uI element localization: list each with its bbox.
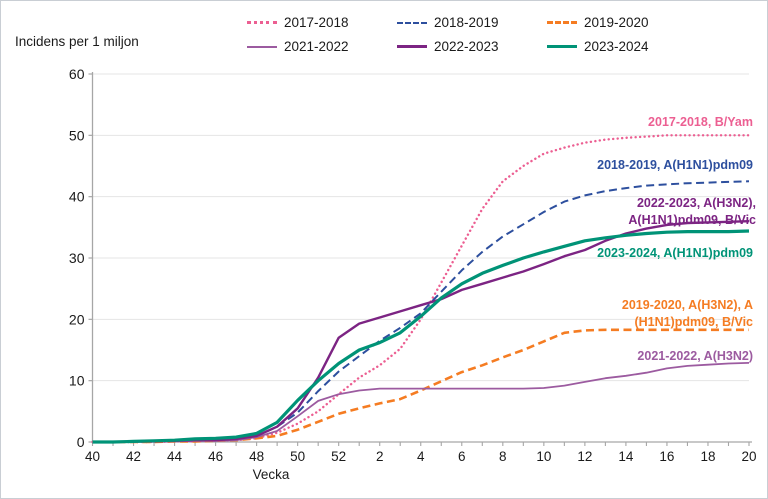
- x-tick-label-w42: 42: [126, 449, 141, 464]
- x-tick-label-w12: 12: [577, 449, 592, 464]
- y-tick-label-50: 50: [69, 127, 85, 143]
- legend-label: 2019-2020: [584, 15, 649, 30]
- series-line-2023-2024: [92, 229, 750, 444]
- legend-marker-solid-line: [397, 45, 427, 48]
- x-tick-label-w8: 8: [499, 449, 507, 464]
- legend-label: 2022-2023: [434, 39, 499, 54]
- x-tick-label-w46: 46: [208, 449, 223, 464]
- legend-item-2023-2024: 2023-2024: [547, 37, 697, 56]
- legend-label: 2021-2022: [284, 39, 349, 54]
- y-tick-label-40: 40: [69, 189, 85, 205]
- y-tick-label-60: 60: [69, 66, 85, 82]
- annotation-2017-2018: 2017-2018, B/Yam: [648, 115, 753, 129]
- legend-item-2022-2023: 2022-2023: [397, 37, 547, 56]
- y-tick-label-0: 0: [77, 434, 85, 450]
- annotation-2019-2020: 2019-2020, A(H3N2), A: [622, 298, 753, 312]
- x-tick-label-w48: 48: [249, 449, 264, 464]
- x-axis-title-text: Vecka: [252, 467, 290, 482]
- x-tick-label-w50: 50: [290, 449, 305, 464]
- x-tick-label-w20: 20: [741, 449, 756, 464]
- y-tick-label-30: 30: [69, 250, 85, 266]
- legend-marker-dashed-line: [547, 21, 577, 24]
- annotation-2021-2022: 2021-2022, A(H3N2): [637, 349, 753, 363]
- x-tick-label-w18: 18: [700, 449, 715, 464]
- x-tick-label-w2: 2: [376, 449, 384, 464]
- x-axis-title: Vecka: [1, 467, 767, 482]
- legend-item-2017-2018: 2017-2018: [247, 13, 397, 32]
- series-line-2021-2022: [92, 362, 750, 443]
- legend-marker-dotted-line: [247, 21, 277, 24]
- x-tick-label-w40: 40: [85, 449, 100, 464]
- legend-marker-solid-line: [247, 45, 277, 48]
- y-tick-label-20: 20: [69, 311, 85, 327]
- series-line-2017-2018: [91, 134, 751, 444]
- legend-item-2019-2020: 2019-2020: [547, 13, 697, 32]
- annotation-2019-2020: (H1N1)pdm09, B/Vic: [634, 315, 753, 329]
- annotation-2022-2023: 2022-2023, A(H3N2),: [637, 196, 756, 210]
- series-line-2018-2019: [92, 180, 750, 443]
- legend-item-2021-2022: 2021-2022: [247, 37, 397, 56]
- legend-marker-solid-line: [547, 45, 577, 48]
- y-axis-title: Incidens per 1 miljon: [15, 34, 139, 49]
- legend-label: 2018-2019: [434, 15, 499, 30]
- x-tick-label-w14: 14: [618, 449, 634, 464]
- annotation-2018-2019: 2018-2019, A(H1N1)pdm09: [597, 158, 753, 172]
- annotation-2022-2023: A(H1N1)pdm09, B/Vic: [628, 213, 756, 227]
- legend: 2017-2018 2018-2019 2019-2020 2021-2022 2022…: [247, 13, 697, 56]
- x-tick-label-w52: 52: [331, 449, 346, 464]
- x-tick-label-w6: 6: [458, 449, 466, 464]
- y-tick-label-10: 10: [69, 373, 85, 389]
- legend-label: 2023-2024: [584, 39, 649, 54]
- x-tick-label-w44: 44: [167, 449, 183, 464]
- annotation-2023-2024: 2023-2024, A(H1N1)pdm09: [597, 246, 753, 260]
- legend-item-2018-2019: 2018-2019: [397, 13, 547, 32]
- x-tick-label-w10: 10: [536, 449, 551, 464]
- legend-label: 2017-2018: [284, 15, 349, 30]
- x-tick-label-w16: 16: [659, 449, 674, 464]
- x-tick-label-w4: 4: [417, 449, 425, 464]
- series-line-2019-2020: [92, 328, 749, 444]
- legend-marker-dashed-line: [397, 21, 427, 24]
